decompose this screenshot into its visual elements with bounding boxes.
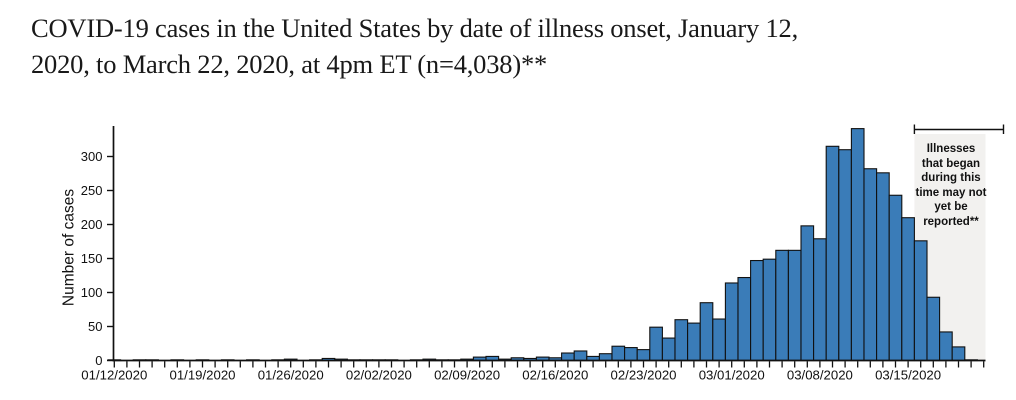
reporting-lag-annotation: Illnesses that began during this time ma…	[915, 143, 987, 228]
x-tick-label-01/26/2020: 01/26/2020	[258, 368, 324, 383]
bar-03/04/2020	[762, 258, 777, 362]
bar-03/06/2020	[787, 249, 802, 362]
bar-02/28/2020	[699, 302, 714, 362]
bar-02/21/2020	[611, 345, 626, 362]
x-tick-label-02/09/2020: 02/09/2020	[434, 368, 500, 383]
y-tick-label-250: 250	[81, 183, 103, 198]
bar-02/17/2020	[561, 352, 575, 362]
x-tick-label-02/02/2020: 02/02/2020	[346, 368, 412, 383]
chart-title-line-1: COVID-19 cases in the United States by d…	[31, 13, 798, 43]
chart-title-line-2: 2020, to March 22, 2020, at 4pm ET (n=4,…	[31, 49, 548, 79]
x-tick-label-02/16/2020: 02/16/2020	[522, 368, 588, 383]
bar-02/25/2020	[661, 337, 676, 362]
x-tick-label-03/01/2020: 03/01/2020	[699, 368, 765, 383]
bar-02/27/2020	[687, 322, 701, 362]
chart-title: COVID-19 cases in the United States by d…	[31, 10, 991, 82]
bar-02/23/2020	[636, 349, 651, 362]
bar-02/26/2020	[674, 319, 689, 362]
y-tick-label-300: 300	[81, 149, 103, 164]
bar-03/16/2020	[913, 240, 928, 362]
x-tick-label-03/15/2020: 03/15/2020	[875, 368, 941, 383]
bar-02/29/2020	[712, 318, 726, 362]
bar-03/07/2020	[800, 225, 815, 362]
bar-03/18/2020	[939, 331, 953, 362]
x-tick-label-03/08/2020: 03/08/2020	[787, 368, 853, 383]
bar-03/08/2020	[813, 238, 827, 362]
bar-03/19/2020	[951, 346, 966, 362]
bar-03/15/2020	[901, 217, 915, 362]
x-tick-label-02/23/2020: 02/23/2020	[610, 368, 676, 383]
bar-03/03/2020	[750, 259, 764, 362]
y-tick-label-50: 50	[88, 319, 102, 334]
bar-03/12/2020	[863, 168, 878, 362]
y-tick-label-0: 0	[95, 353, 102, 368]
bar-03/09/2020	[825, 145, 840, 362]
bar-02/18/2020	[573, 350, 588, 362]
y-tick-label-200: 200	[81, 217, 103, 232]
bar-02/20/2020	[598, 353, 613, 362]
bar-02/22/2020	[624, 347, 638, 362]
x-tick-label-01/19/2020: 01/19/2020	[169, 368, 235, 383]
bar-03/01/2020	[724, 282, 739, 362]
bar-03/13/2020	[876, 172, 890, 362]
y-tick-label-150: 150	[81, 251, 103, 266]
y-axis-title: Number of cases	[60, 188, 78, 307]
bar-03/17/2020	[926, 296, 941, 362]
bar-03/05/2020	[775, 249, 789, 362]
bar-02/24/2020	[649, 326, 663, 362]
bar-03/10/2020	[838, 149, 852, 362]
bar-03/14/2020	[888, 194, 903, 362]
bar-03/11/2020	[850, 128, 865, 362]
y-tick-label-100: 100	[81, 285, 103, 300]
x-tick-label-01/12/2020: 01/12/2020	[81, 368, 147, 383]
bar-03/02/2020	[737, 276, 752, 362]
